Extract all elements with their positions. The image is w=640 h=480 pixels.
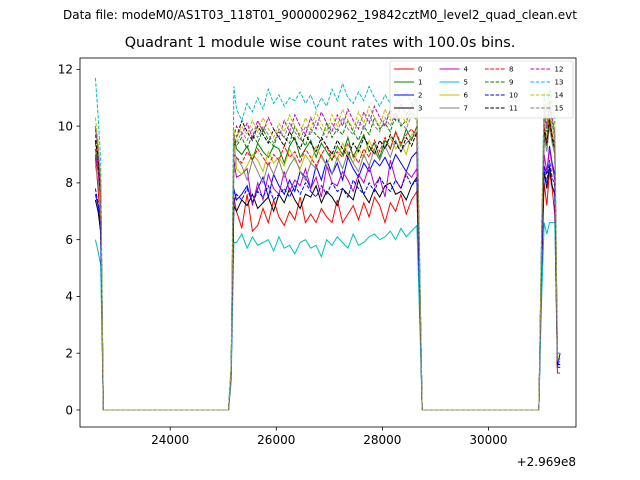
- series-line-6: [94, 114, 561, 411]
- series-line-9: [94, 106, 561, 411]
- series-line-8: [94, 117, 561, 411]
- series-line-3: [94, 165, 561, 411]
- y-tick-label: 0: [65, 403, 73, 417]
- legend-label: 1: [418, 79, 422, 87]
- legend-label: 10: [509, 92, 518, 100]
- figure-suptitle: Data file: modeM0/AS1T03_118T01_90000029…: [63, 8, 577, 22]
- legend-label: 6: [464, 92, 469, 100]
- y-tick-label: 2: [65, 347, 73, 361]
- series-line-0: [94, 157, 561, 411]
- plot-frame: [79, 57, 577, 428]
- legend-label: 9: [509, 79, 513, 87]
- y-tick-label: 8: [65, 176, 73, 190]
- series-line-2: [94, 145, 561, 411]
- series-line-5: [94, 222, 561, 411]
- series-layer: [94, 77, 561, 411]
- x-tick-label: 26000: [257, 433, 295, 447]
- y-tick-label: 4: [65, 290, 73, 304]
- legend-label: 8: [509, 66, 513, 74]
- y-tick-label: 10: [58, 119, 73, 133]
- legend-label: 15: [555, 105, 564, 113]
- legend-label: 13: [555, 79, 564, 87]
- y-tick-label: 6: [65, 233, 73, 247]
- legend-label: 11: [509, 105, 518, 113]
- chart-title: Quadrant 1 module wise count rates with …: [124, 35, 516, 51]
- series-line-15: [94, 103, 561, 411]
- series-line-10: [94, 160, 561, 411]
- legend-label: 12: [555, 66, 564, 74]
- x-tick-label: 30000: [469, 433, 507, 447]
- legend-label: 4: [464, 66, 469, 74]
- legend-label: 14: [555, 92, 564, 100]
- series-line-14: [94, 94, 561, 411]
- legend-label: 7: [464, 105, 468, 113]
- x-tick-label: 24000: [151, 433, 189, 447]
- legend-label: 3: [418, 105, 422, 113]
- y-axis-ticks: 0 2 4 6 8 10 12: [58, 63, 80, 417]
- legend-box: [389, 60, 574, 119]
- series-line-4: [94, 148, 561, 411]
- x-offset-label: +2.969e8: [517, 455, 576, 469]
- legend-label: 0: [418, 66, 422, 74]
- x-axis-ticks: 24000 26000 28000 30000: [151, 427, 508, 447]
- y-tick-label: 12: [58, 63, 73, 77]
- legend-label: 5: [464, 79, 468, 87]
- legend-label: 2: [418, 92, 422, 100]
- x-tick-label: 28000: [363, 433, 401, 447]
